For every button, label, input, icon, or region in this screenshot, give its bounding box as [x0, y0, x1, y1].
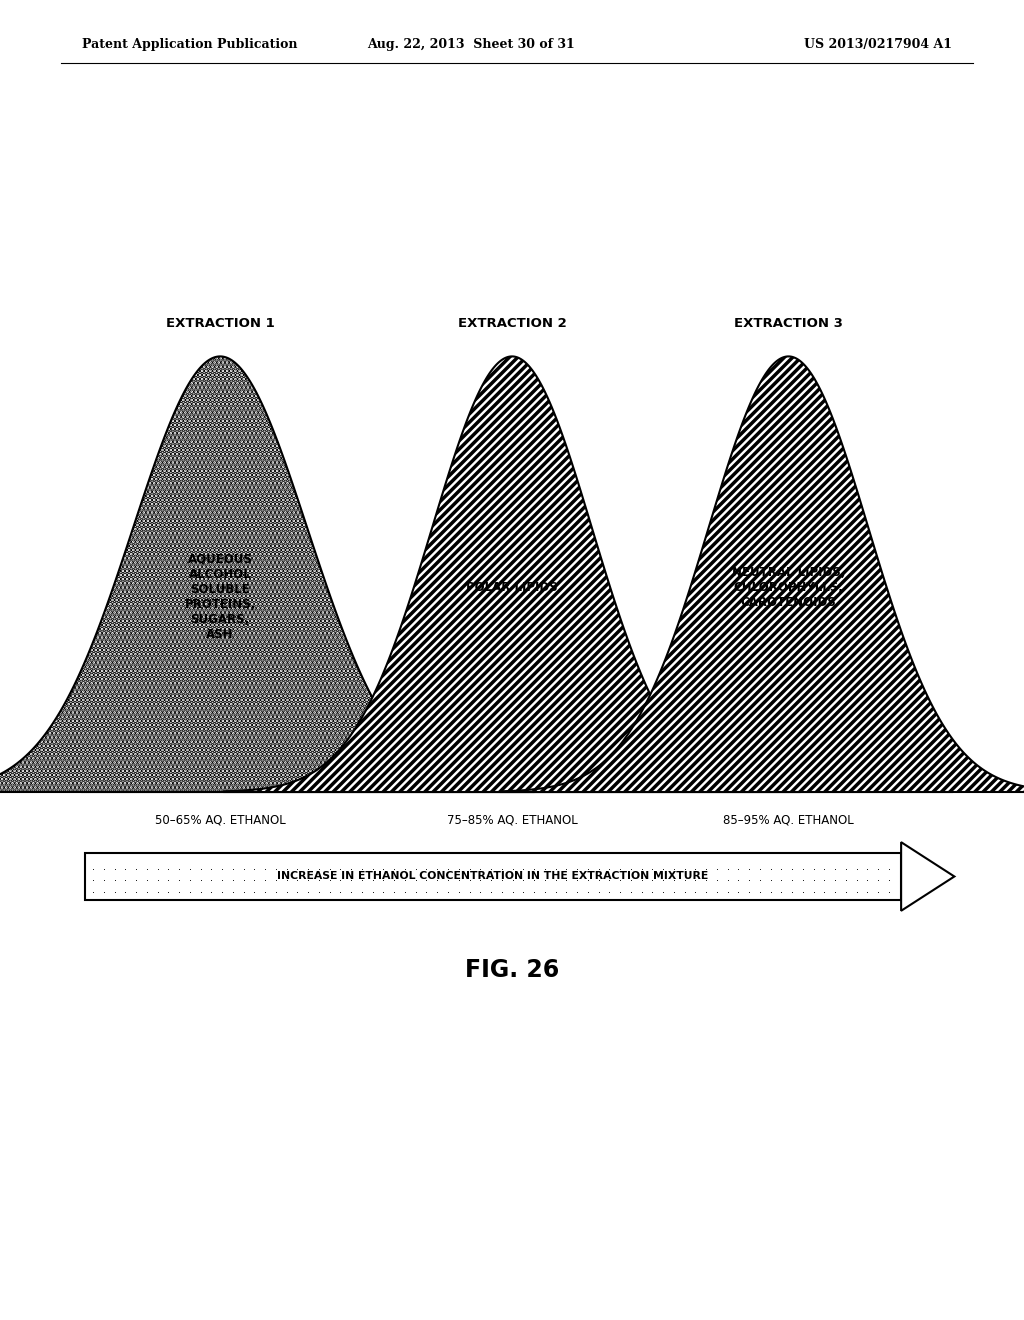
Text: FIG. 26: FIG. 26	[465, 958, 559, 982]
Polygon shape	[501, 356, 1024, 792]
Polygon shape	[0, 356, 534, 792]
Text: US 2013/0217904 A1: US 2013/0217904 A1	[804, 38, 952, 51]
Text: EXTRACTION 3: EXTRACTION 3	[734, 317, 843, 330]
Polygon shape	[901, 842, 954, 911]
Text: INCREASE IN ETHANOL CONCENTRATION IN THE EXTRACTION MIXTURE: INCREASE IN ETHANOL CONCENTRATION IN THE…	[278, 871, 709, 882]
Text: EXTRACTION 2: EXTRACTION 2	[458, 317, 566, 330]
Text: 85–95% AQ. ETHANOL: 85–95% AQ. ETHANOL	[723, 813, 854, 826]
Text: 75–85% AQ. ETHANOL: 75–85% AQ. ETHANOL	[446, 813, 578, 826]
Text: AQUEOUS
ALCOHOL
SOLUBLE
PROTEINS,
SUGARS,
ASH: AQUEOUS ALCOHOL SOLUBLE PROTEINS, SUGARS…	[184, 553, 256, 640]
Polygon shape	[224, 356, 800, 792]
Text: Patent Application Publication: Patent Application Publication	[82, 38, 297, 51]
Text: EXTRACTION 1: EXTRACTION 1	[166, 317, 274, 330]
Text: POLAR LIPIDS: POLAR LIPIDS	[466, 581, 558, 594]
Text: 50–65% AQ. ETHANOL: 50–65% AQ. ETHANOL	[155, 813, 286, 826]
Bar	[85, 853, 901, 900]
Text: NEUTRAL LIPIDS,
CHLOROPHYLLS,
CAROTENOIDS: NEUTRAL LIPIDS, CHLOROPHYLLS, CAROTENOID…	[732, 566, 845, 609]
Text: Aug. 22, 2013  Sheet 30 of 31: Aug. 22, 2013 Sheet 30 of 31	[368, 38, 574, 51]
